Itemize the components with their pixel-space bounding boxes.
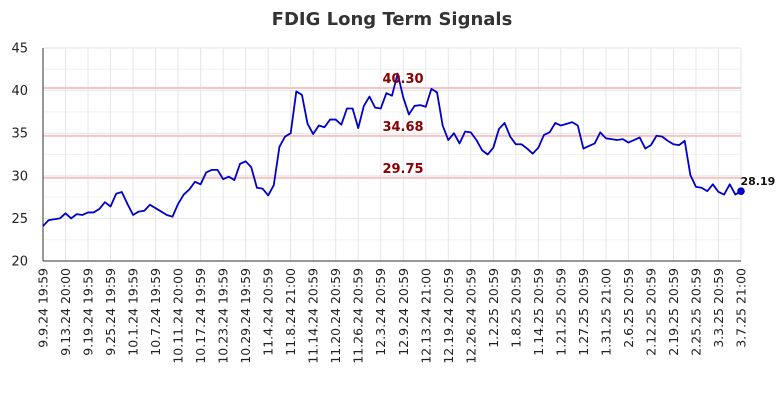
x-tick-label: 12.13.24 21:00 bbox=[418, 268, 433, 364]
x-tick-label: 10.7.24 19:59 bbox=[148, 268, 163, 356]
x-tick-label: 11.8.24 21:00 bbox=[283, 268, 298, 356]
last-value-label: 28.19 bbox=[741, 175, 776, 188]
x-tick-label: 10.29.24 19:59 bbox=[238, 268, 253, 364]
x-tick-label: 12.26.24 20:59 bbox=[463, 268, 478, 364]
x-tick-label: 11.26.24 20:59 bbox=[351, 268, 366, 364]
reference-lines bbox=[43, 87, 741, 179]
x-tick-label: 11.14.24 20:59 bbox=[306, 268, 321, 364]
x-tick-label: 9.9.24 19:59 bbox=[36, 268, 51, 348]
x-tick-label: 2.25.25 20:59 bbox=[688, 268, 703, 356]
x-tick-label: 11.20.24 20:59 bbox=[328, 268, 343, 364]
y-tick-label: 40 bbox=[11, 84, 28, 99]
x-tick-label: 1.31.25 21:00 bbox=[598, 268, 613, 356]
x-tick-label: 10.23.24 19:59 bbox=[216, 268, 231, 364]
x-tick-label: 3.7.25 21:00 bbox=[734, 268, 749, 348]
y-tick-label: 20 bbox=[11, 255, 28, 270]
x-tick-label: 3.3.25 20:59 bbox=[711, 268, 726, 348]
x-tick-label: 10.17.24 19:59 bbox=[193, 268, 208, 364]
x-tick-label: 9.19.24 19:59 bbox=[81, 268, 96, 356]
last-value-marker bbox=[737, 187, 745, 196]
x-tick-label: 1.8.25 20:59 bbox=[508, 268, 523, 348]
price-series-line bbox=[42, 72, 742, 227]
x-tick-label: 12.9.24 20:59 bbox=[396, 268, 411, 356]
x-tick-label: 10.11.24 20:00 bbox=[171, 268, 186, 364]
reference-line-label: 34.68 bbox=[382, 120, 423, 135]
x-tick-label: 2.12.25 20:59 bbox=[643, 268, 658, 356]
x-tick-label: 12.3.24 20:59 bbox=[373, 268, 388, 356]
chart-title: FDIG Long Term Signals bbox=[272, 9, 513, 30]
y-tick-label: 45 bbox=[11, 42, 28, 57]
x-tick-label: 1.2.25 20:59 bbox=[486, 268, 501, 348]
y-tick-label: 35 bbox=[11, 127, 28, 142]
x-tick-label: 10.1.24 19:59 bbox=[126, 268, 141, 356]
x-tick-label: 1.14.25 20:59 bbox=[531, 268, 546, 356]
x-tick-label: 9.13.24 20:00 bbox=[58, 268, 73, 356]
reference-line-label: 29.75 bbox=[382, 162, 423, 177]
x-tick-label: 9.25.24 19:59 bbox=[103, 268, 118, 356]
x-tick-label: 2.19.25 20:59 bbox=[666, 268, 681, 356]
x-tick-label: 12.19.24 20:59 bbox=[441, 268, 456, 364]
y-tick-label: 25 bbox=[11, 212, 28, 227]
axes: 20 25 30 35 40 45 9.9.24 19:59 9.13.24 20:00 9.1… bbox=[11, 42, 748, 364]
x-tick-label: 2.6.25 20:59 bbox=[621, 268, 636, 348]
reference-line-label: 40.30 bbox=[382, 72, 423, 87]
x-tick-label: 1.21.25 20:59 bbox=[553, 268, 568, 356]
labels: 40.30 34.68 29.75 28.19 bbox=[382, 72, 775, 188]
x-tick-label: 11.4.24 20:59 bbox=[261, 268, 276, 356]
y-tick-label: 30 bbox=[11, 169, 28, 184]
series bbox=[42, 72, 745, 227]
x-tick-label: 1.27.25 20:59 bbox=[576, 268, 591, 356]
